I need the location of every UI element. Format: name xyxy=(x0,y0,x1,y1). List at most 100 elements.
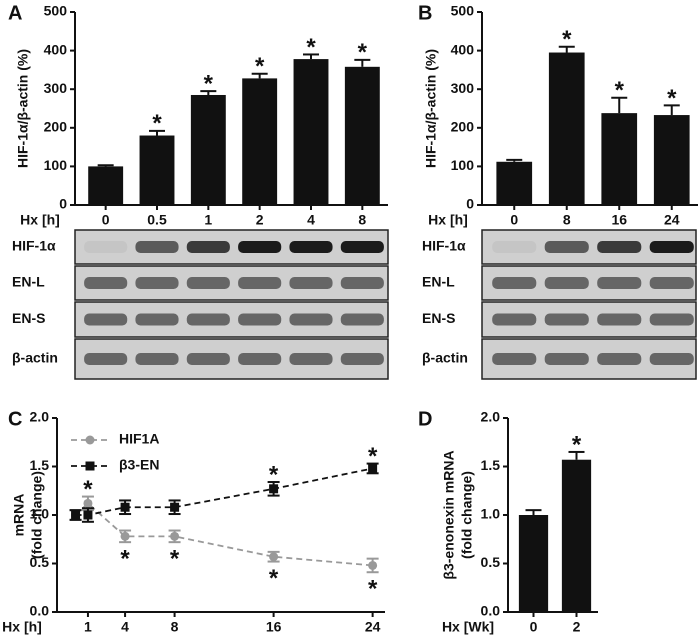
marker xyxy=(368,560,378,570)
blot-band xyxy=(238,353,282,365)
blot-band xyxy=(544,277,589,289)
marker xyxy=(269,484,279,494)
y-tick-label: 2.0 xyxy=(481,409,501,425)
y-tick-label: 1.0 xyxy=(30,506,50,522)
x-axis-label: Hx [h] xyxy=(428,212,468,228)
bar xyxy=(344,66,380,205)
bar xyxy=(561,459,592,612)
y-tick-label: 0.0 xyxy=(481,603,501,619)
blot-band xyxy=(186,353,230,365)
blot-band xyxy=(597,313,642,326)
y-tick-label: 100 xyxy=(451,157,475,173)
y-axis-label: mRNA xyxy=(11,494,27,537)
significance-star: * xyxy=(368,443,378,470)
panel-label: C xyxy=(8,408,22,430)
x-tick-label: 0 xyxy=(530,619,538,635)
blot-label: HIF-1α xyxy=(422,238,466,254)
marker xyxy=(120,531,130,541)
blot-frame xyxy=(74,229,389,265)
panel-label: D xyxy=(418,408,432,430)
blot-band xyxy=(238,277,282,289)
blot-band xyxy=(289,241,333,253)
y-tick-label: 1.5 xyxy=(481,457,501,473)
blot-band xyxy=(289,277,333,289)
legend-marker xyxy=(85,461,95,471)
y-tick-label: 0.5 xyxy=(481,554,501,570)
x-tick-label: 16 xyxy=(266,619,282,635)
bar xyxy=(242,78,278,205)
blot-band xyxy=(135,241,179,253)
significance-star: * xyxy=(368,576,378,603)
y-tick-label: 300 xyxy=(451,80,475,96)
blot-band xyxy=(649,313,694,326)
blot-band xyxy=(289,313,333,326)
blot-row: EN-S xyxy=(422,301,697,338)
significance-star: * xyxy=(615,77,625,104)
significance-star: * xyxy=(269,565,279,592)
marker xyxy=(83,498,93,508)
blot-band xyxy=(289,353,333,365)
y-axis-label: (fold change) xyxy=(459,471,475,559)
marker xyxy=(83,510,93,520)
series-line xyxy=(75,467,373,516)
significance-star: * xyxy=(269,461,279,488)
significance-star: * xyxy=(306,34,316,61)
y-tick-label: 1.0 xyxy=(481,506,501,522)
bar xyxy=(139,135,175,205)
x-tick-label: 24 xyxy=(664,212,680,228)
x-tick-label: 8 xyxy=(171,619,179,635)
blot-band xyxy=(84,313,128,326)
x-tick-label: 4 xyxy=(121,619,129,635)
significance-star: * xyxy=(572,431,582,458)
significance-star: * xyxy=(667,85,677,112)
blot-band xyxy=(135,353,179,365)
bar xyxy=(601,113,638,205)
marker xyxy=(120,502,130,512)
y-tick-label: 400 xyxy=(451,41,475,57)
blot-band xyxy=(492,313,537,326)
blot-row: EN-S xyxy=(12,301,389,338)
blot-band xyxy=(340,277,384,289)
x-tick-label: 2 xyxy=(256,212,264,228)
significance-star: * xyxy=(152,110,162,137)
blot-band xyxy=(84,241,128,253)
significance-star: * xyxy=(83,476,93,503)
blot-band xyxy=(84,353,128,365)
bar xyxy=(88,166,124,205)
bar xyxy=(190,94,226,205)
marker xyxy=(71,510,81,520)
y-tick-label: 0 xyxy=(466,196,474,212)
blot-row: β-actin xyxy=(12,338,389,380)
blot-row: HIF-1α xyxy=(422,229,697,265)
x-tick-label: 4 xyxy=(307,212,315,228)
legend-label: HIF1A xyxy=(119,431,159,447)
blot-band xyxy=(492,353,537,365)
x-tick-label: 2 xyxy=(573,619,581,635)
blot-label: β-actin xyxy=(12,350,58,366)
y-tick-label: 0 xyxy=(59,196,67,212)
y-tick-label: 2.0 xyxy=(30,409,50,425)
bar xyxy=(518,515,549,612)
blot-row: EN-L xyxy=(422,265,697,301)
panel-label: A xyxy=(8,2,22,24)
bar xyxy=(496,161,533,205)
x-axis-label: Hx [h] xyxy=(20,212,60,228)
x-tick-label: 0 xyxy=(102,212,110,228)
y-tick-label: 200 xyxy=(451,119,475,135)
blot-row: HIF-1α xyxy=(12,229,389,265)
y-tick-label: 200 xyxy=(44,119,68,135)
x-tick-label: 24 xyxy=(365,619,381,635)
x-axis-label: Hx [Wk] xyxy=(442,619,494,635)
x-axis-label: Hx [h] xyxy=(2,619,42,635)
blot-band xyxy=(84,277,128,289)
y-axis-label: (fold change) xyxy=(29,471,45,559)
legend-marker xyxy=(85,435,95,445)
y-tick-label: 500 xyxy=(451,3,475,19)
blot-band xyxy=(135,277,179,289)
significance-star: * xyxy=(120,546,130,573)
y-tick-label: 400 xyxy=(44,41,68,57)
blot-band xyxy=(492,241,537,253)
blot-label: EN-S xyxy=(422,310,455,326)
